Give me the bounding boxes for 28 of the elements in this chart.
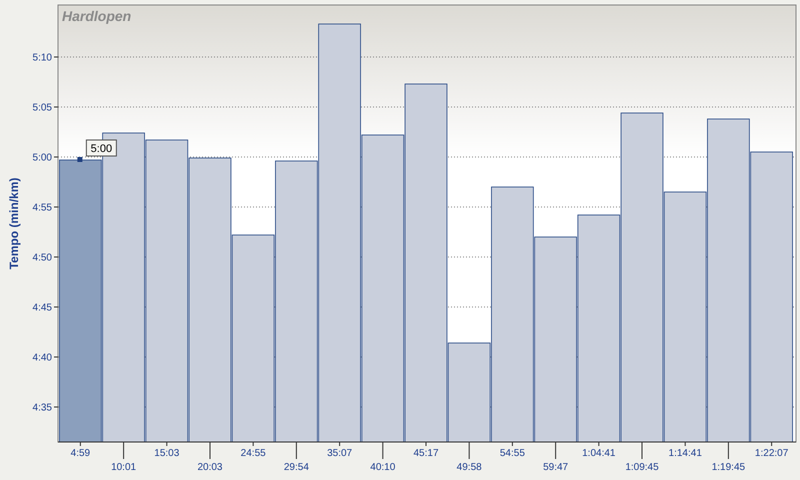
x-tick-label: 15:03 [154, 448, 180, 459]
x-tick-label: 29:54 [284, 462, 310, 473]
x-tick-label: 24:55 [240, 448, 266, 459]
annotation: 5:00 [90, 143, 112, 155]
x-tick-label: 4:59 [70, 448, 91, 459]
y-tick-label: 4:40 [32, 352, 52, 364]
x-tick-label: 1:19:45 [712, 462, 746, 473]
x-tick-label: 49:58 [456, 462, 482, 473]
x-tick-label: 35:07 [327, 448, 353, 459]
x-tick-label: 59:47 [543, 462, 569, 473]
x-tick-label: 20:03 [197, 462, 223, 473]
y-tick-label: 4:50 [32, 252, 52, 264]
y-tick-label: 4:35 [32, 402, 52, 414]
y-tick-label: 5:10 [32, 52, 52, 64]
x-tick-label: 54:55 [500, 448, 526, 459]
y-tick-label: 5:05 [32, 102, 52, 114]
x-tick-label: 1:14:41 [668, 448, 702, 459]
x-tick-label: 40:10 [370, 462, 396, 473]
x-tick-label: 1:22:07 [754, 448, 789, 459]
x-tick-label: 1:09:45 [625, 462, 660, 473]
chart-title: Hardlopen [62, 8, 132, 24]
y-tick-label: 4:55 [32, 202, 52, 214]
y-axis-title: Tempo (min/km) [7, 178, 21, 270]
y-tick-label: 4:45 [32, 302, 52, 314]
x-tick-label: 1:04:41 [582, 448, 616, 459]
x-tick-label: 45:17 [413, 448, 439, 459]
x-tick-label: 10:01 [111, 462, 137, 473]
y-tick-label: 5:00 [32, 152, 52, 164]
